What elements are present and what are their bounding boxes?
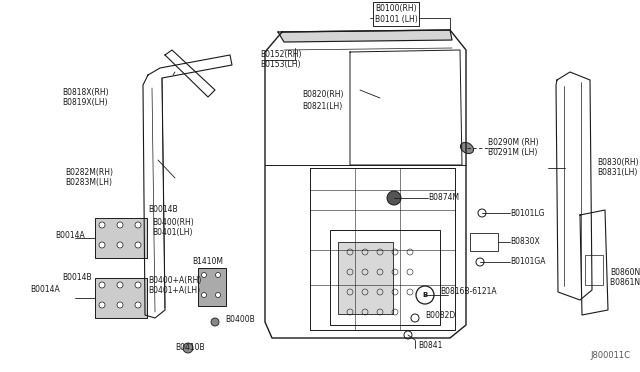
Text: B0291M (LH): B0291M (LH) bbox=[488, 148, 538, 157]
Circle shape bbox=[211, 318, 219, 326]
Text: B0283M(LH): B0283M(LH) bbox=[65, 179, 112, 187]
Circle shape bbox=[216, 292, 221, 298]
Circle shape bbox=[216, 273, 221, 278]
Text: B0014B: B0014B bbox=[148, 205, 178, 215]
Text: B0830X: B0830X bbox=[510, 237, 540, 247]
Circle shape bbox=[117, 222, 123, 228]
Text: B0400(RH): B0400(RH) bbox=[152, 218, 194, 227]
Text: B0874M: B0874M bbox=[428, 193, 459, 202]
Bar bbox=[198, 268, 226, 306]
Text: B0101GA: B0101GA bbox=[510, 257, 545, 266]
Text: B0816B-6121A: B0816B-6121A bbox=[440, 288, 497, 296]
Text: B0101LG: B0101LG bbox=[510, 208, 545, 218]
Text: B: B bbox=[422, 292, 428, 298]
Circle shape bbox=[117, 242, 123, 248]
Text: B0290M (RH): B0290M (RH) bbox=[488, 138, 539, 147]
Text: B0014B: B0014B bbox=[62, 273, 92, 282]
Text: B0100(RH)
B0101 (LH): B0100(RH) B0101 (LH) bbox=[375, 4, 418, 25]
Text: B0401(LH): B0401(LH) bbox=[152, 228, 193, 237]
Circle shape bbox=[387, 191, 401, 205]
Text: B0821(LH): B0821(LH) bbox=[302, 102, 342, 110]
Ellipse shape bbox=[460, 142, 474, 154]
Text: B0401+A(LH): B0401+A(LH) bbox=[148, 286, 200, 295]
Bar bbox=[95, 278, 147, 318]
Text: B0152(RH): B0152(RH) bbox=[260, 51, 301, 60]
Text: B0014A: B0014A bbox=[30, 285, 60, 295]
Text: B0831(LH): B0831(LH) bbox=[597, 169, 637, 177]
Circle shape bbox=[99, 222, 105, 228]
Text: B0082D: B0082D bbox=[425, 311, 455, 320]
Circle shape bbox=[135, 282, 141, 288]
Text: B0410B: B0410B bbox=[175, 343, 205, 353]
Circle shape bbox=[135, 222, 141, 228]
Text: B0818X(RH): B0818X(RH) bbox=[62, 87, 109, 96]
Circle shape bbox=[99, 302, 105, 308]
Bar bbox=[585, 255, 603, 285]
Circle shape bbox=[183, 343, 193, 353]
Circle shape bbox=[135, 242, 141, 248]
Text: B0830(RH): B0830(RH) bbox=[597, 157, 639, 167]
Circle shape bbox=[135, 302, 141, 308]
Text: B0820(RH): B0820(RH) bbox=[302, 90, 344, 99]
Bar bbox=[95, 218, 147, 258]
Text: B0861N (LH): B0861N (LH) bbox=[610, 279, 640, 288]
Polygon shape bbox=[278, 30, 452, 42]
Bar bbox=[338, 242, 393, 314]
Text: B0400B: B0400B bbox=[225, 315, 255, 324]
Circle shape bbox=[202, 273, 207, 278]
Text: B0282M(RH): B0282M(RH) bbox=[65, 167, 113, 176]
Text: B0400+A(RH): B0400+A(RH) bbox=[148, 276, 202, 285]
Text: J800011C: J800011C bbox=[590, 351, 630, 360]
Text: B0819X(LH): B0819X(LH) bbox=[62, 97, 108, 106]
Circle shape bbox=[99, 282, 105, 288]
Circle shape bbox=[117, 282, 123, 288]
Text: B0014A: B0014A bbox=[55, 231, 84, 240]
Text: B0153(LH): B0153(LH) bbox=[260, 61, 301, 70]
Text: B0860N(RH): B0860N(RH) bbox=[610, 267, 640, 276]
Bar bbox=[470, 233, 498, 251]
Circle shape bbox=[99, 242, 105, 248]
Bar bbox=[330, 230, 440, 325]
Text: B1410M: B1410M bbox=[192, 257, 223, 266]
Circle shape bbox=[202, 292, 207, 298]
Text: B0841: B0841 bbox=[418, 341, 442, 350]
Circle shape bbox=[117, 302, 123, 308]
